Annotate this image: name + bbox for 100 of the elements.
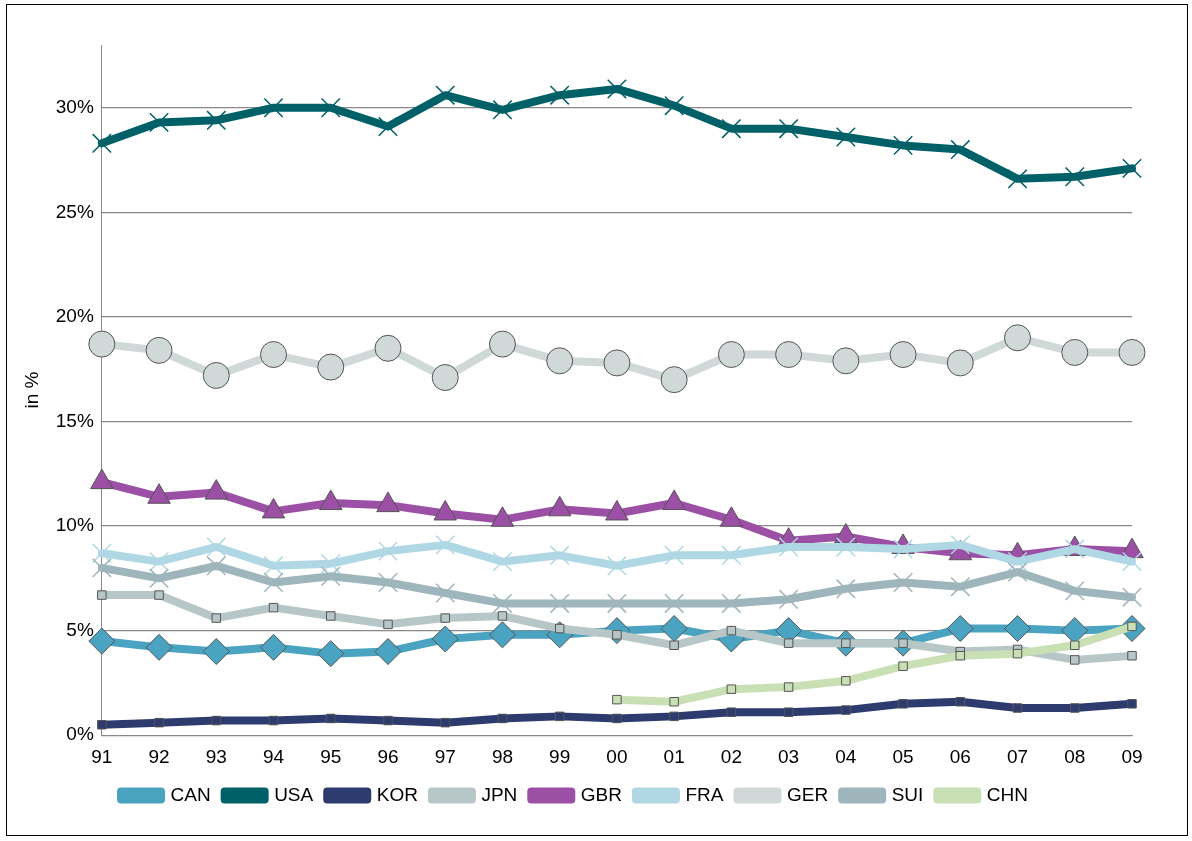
point — [612, 694, 622, 705]
point — [435, 583, 456, 603]
point — [669, 640, 679, 651]
point — [783, 638, 794, 648]
point — [955, 696, 966, 707]
point — [260, 341, 288, 369]
point — [317, 353, 345, 381]
point — [889, 341, 917, 369]
x-tick-label: 99 — [549, 745, 571, 767]
point — [946, 349, 974, 377]
point — [606, 555, 627, 576]
point — [1012, 703, 1023, 713]
legend-label: KOR — [376, 783, 418, 805]
legend-label: GBR — [580, 783, 622, 805]
point — [893, 572, 914, 593]
point — [320, 566, 341, 587]
point — [1118, 338, 1146, 366]
point — [326, 611, 336, 621]
point — [206, 110, 227, 131]
point — [145, 336, 173, 364]
point — [721, 545, 742, 566]
point — [378, 541, 398, 562]
point — [202, 638, 230, 666]
point — [206, 555, 227, 576]
x-tick-label: 05 — [892, 745, 914, 767]
point — [378, 116, 398, 137]
point — [726, 684, 737, 694]
point — [832, 347, 860, 375]
point — [440, 717, 450, 728]
point — [378, 572, 398, 593]
point — [268, 715, 279, 726]
point — [835, 537, 856, 557]
legend-label: USA — [274, 783, 314, 805]
point — [383, 715, 393, 726]
point — [660, 366, 688, 394]
point — [835, 127, 856, 147]
point — [263, 555, 284, 576]
point — [1012, 648, 1023, 659]
point — [88, 330, 116, 358]
point — [431, 625, 459, 653]
point — [606, 78, 627, 99]
point — [664, 593, 685, 614]
point — [1122, 587, 1142, 608]
point — [1127, 650, 1137, 661]
point — [492, 99, 513, 120]
point — [1007, 562, 1028, 582]
point — [317, 640, 345, 668]
point — [783, 682, 794, 692]
point — [546, 347, 574, 375]
point — [549, 593, 570, 614]
point — [775, 341, 803, 369]
point — [554, 623, 565, 634]
point — [149, 568, 169, 589]
point — [435, 85, 456, 106]
point — [206, 537, 227, 557]
point — [202, 361, 230, 389]
point — [488, 621, 516, 649]
point — [612, 713, 622, 724]
point — [898, 661, 908, 671]
point — [1064, 166, 1085, 187]
legend-label: CAN — [170, 783, 211, 805]
point — [149, 112, 169, 133]
y-tick-label: 5% — [66, 618, 94, 640]
point — [898, 699, 908, 709]
point — [893, 539, 914, 559]
point — [320, 97, 341, 118]
legend-label: SUI — [891, 783, 924, 805]
point — [669, 696, 679, 707]
point — [1070, 703, 1080, 713]
point — [149, 551, 169, 572]
x-tick-label: 00 — [606, 745, 628, 767]
x-tick-label: 06 — [949, 745, 971, 767]
point — [97, 590, 107, 600]
point — [1070, 655, 1080, 665]
point — [497, 611, 508, 621]
point — [778, 589, 799, 610]
point — [664, 95, 685, 116]
point — [374, 638, 402, 666]
point — [211, 613, 222, 623]
point — [211, 715, 222, 726]
point — [1007, 168, 1028, 189]
x-tick-label: 97 — [434, 745, 456, 767]
point — [431, 364, 459, 392]
point — [946, 615, 974, 643]
x-tick-label: 95 — [320, 745, 342, 767]
point — [660, 615, 688, 643]
legend-label: CHN — [986, 783, 1028, 805]
point — [1070, 640, 1080, 651]
point — [841, 676, 851, 686]
point — [440, 613, 450, 623]
point — [1061, 338, 1089, 366]
point — [263, 572, 284, 593]
point — [778, 118, 799, 139]
y-axis-title: in % — [20, 371, 42, 409]
point — [955, 650, 966, 661]
point — [783, 707, 794, 717]
point — [549, 85, 570, 106]
point — [841, 705, 851, 715]
point — [488, 330, 516, 358]
point — [435, 534, 456, 555]
